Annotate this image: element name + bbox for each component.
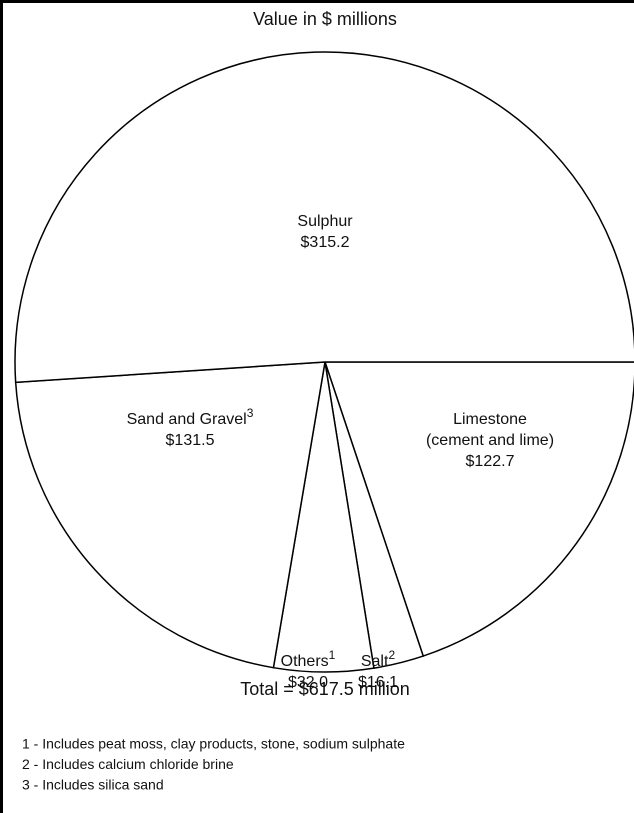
value-label: $131.5 bbox=[166, 432, 215, 449]
slice-label: Sand and Gravel3 bbox=[127, 406, 254, 428]
footnote-ref: 2 bbox=[388, 648, 395, 662]
category-name: Others bbox=[281, 653, 329, 670]
chart-title: Value in $ millions bbox=[253, 9, 397, 29]
category-description: (cement and lime) bbox=[426, 432, 554, 449]
pie-slice bbox=[323, 361, 634, 657]
category-name: Sand and Gravel bbox=[127, 411, 247, 428]
value-label: $16.1 bbox=[358, 674, 398, 691]
category-name: Sulphur bbox=[297, 213, 353, 230]
value-label: $32.0 bbox=[288, 674, 328, 691]
footnote: 2 - Includes calcium chloride brine bbox=[22, 756, 234, 772]
value-label: $122.7 bbox=[466, 453, 515, 470]
footnote: 1 - Includes peat moss, clay products, s… bbox=[22, 736, 405, 752]
slice-label: Others1 bbox=[281, 648, 336, 670]
slice-label: Sulphur bbox=[297, 213, 353, 230]
pie-slice bbox=[14, 361, 326, 669]
value-label: $315.2 bbox=[301, 234, 350, 251]
footnote-ref: 3 bbox=[247, 406, 254, 420]
slice-label: Salt2 bbox=[361, 648, 396, 670]
slice-label: Limestone bbox=[453, 411, 527, 428]
total-label: Total = $617.5 million bbox=[240, 679, 410, 699]
category-name: Limestone bbox=[453, 411, 527, 428]
category-name: Salt bbox=[361, 653, 389, 670]
pie-slice bbox=[14, 51, 634, 384]
footnote: 3 - Includes silica sand bbox=[22, 777, 164, 793]
footnote-ref: 1 bbox=[329, 648, 336, 662]
